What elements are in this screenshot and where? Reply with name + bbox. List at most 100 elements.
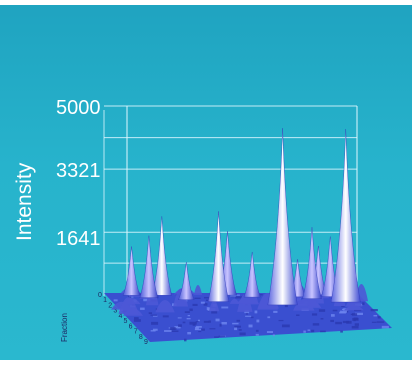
depth-tick-label: 2 [108, 302, 112, 309]
floor-noise [373, 314, 377, 317]
floor-noise [273, 310, 278, 313]
depth-tick-label: 7 [134, 329, 138, 336]
floor-noise [200, 301, 205, 304]
floor-noise [128, 296, 132, 298]
floor-noise [150, 314, 158, 316]
depth-tick-label: 1 [103, 297, 107, 304]
floor-noise [205, 299, 211, 302]
depth-tick-label: 6 [129, 323, 133, 330]
floor-noise [256, 319, 260, 323]
floor-noise [178, 324, 182, 327]
floor-noise [134, 317, 139, 320]
floor-noise [235, 296, 243, 299]
floor-noise [355, 312, 363, 315]
floor-noise [221, 306, 229, 309]
floor-noise [239, 332, 246, 336]
floor-noise [341, 308, 345, 310]
floor-noise [248, 324, 253, 328]
floor-noise [267, 316, 271, 319]
floor-noise [341, 305, 345, 308]
floor-noise [187, 331, 192, 335]
floor-noise [164, 330, 172, 332]
surface-ridge [236, 296, 260, 304]
floor-noise [197, 319, 200, 322]
floor-noise [377, 316, 381, 319]
floor-noise [221, 321, 227, 325]
floor-noise [254, 310, 258, 314]
surface-peak [243, 251, 261, 298]
floor-noise [234, 327, 238, 331]
floor-noise [192, 303, 198, 306]
floor-noise [232, 322, 239, 325]
floor-noise [182, 321, 186, 324]
floor-noise [318, 309, 326, 312]
depth-tick-label: 8 [139, 334, 143, 341]
floor-noise [311, 313, 318, 316]
floor-noise [195, 321, 199, 323]
floor-noise [284, 304, 288, 308]
floor-noise [192, 323, 196, 326]
surface-peak [151, 216, 173, 296]
floor-noise [236, 319, 241, 322]
z-tick-label-5000: 5000 [56, 97, 101, 119]
surface-peak [139, 235, 159, 298]
floor-noise [194, 297, 201, 299]
surface-ridge [118, 297, 139, 314]
floor-noise [342, 320, 349, 324]
floor-noise [234, 325, 242, 328]
floor-noise [194, 328, 202, 331]
surface-peak [207, 211, 230, 302]
floor-noise [381, 325, 389, 329]
floor-noise [312, 323, 320, 326]
floor-noise [189, 321, 197, 325]
floor-noise [255, 329, 259, 332]
floor-noise [281, 324, 290, 328]
depth-tick-label: 5 [124, 318, 128, 325]
floor-noise [140, 307, 145, 310]
surface-ridge [307, 301, 322, 308]
floor-noise [174, 326, 181, 329]
surface-ridge [229, 298, 240, 304]
surface-peak [330, 129, 361, 303]
floor-noise [215, 318, 220, 322]
depth-tick-label: 0 [98, 292, 102, 299]
floor-noise [351, 325, 359, 329]
floor-noise [218, 335, 226, 337]
floor-noise [133, 319, 141, 322]
floor-noise [332, 309, 338, 312]
floor-noise [307, 329, 311, 331]
floor-noise [113, 299, 118, 302]
z-tick-label-1641: 1641 [56, 228, 101, 250]
floor-noise [296, 314, 300, 316]
floor-noise [209, 328, 216, 330]
floor-noise [208, 320, 211, 323]
floor-noise [340, 330, 343, 333]
floor-noise [201, 328, 205, 331]
floor-noise [257, 294, 263, 296]
floor-noise [238, 329, 242, 331]
floor-noise [354, 323, 359, 326]
floor-noise [211, 310, 218, 314]
floor-noise [230, 294, 236, 297]
floor-noise [198, 331, 202, 333]
floor-noise [143, 298, 151, 302]
floor-noise [162, 315, 169, 318]
floor-noise [255, 333, 259, 336]
floor-noise [203, 303, 208, 306]
floor-noise [245, 315, 252, 317]
floor-noise [203, 296, 210, 299]
floor-noise [148, 312, 153, 315]
floor-noise [184, 338, 187, 342]
floor-noise [330, 314, 335, 317]
floor-noise [214, 336, 219, 338]
surface-ridge [193, 284, 203, 295]
depth-axis-title: Fraction [60, 313, 69, 342]
floor-noise [320, 318, 324, 320]
floor-noise [352, 313, 358, 316]
floor-noise [171, 330, 179, 333]
floor-noise [150, 330, 156, 332]
floor-noise [151, 321, 159, 325]
floor-noise [186, 318, 191, 320]
floor-noise [203, 320, 210, 323]
